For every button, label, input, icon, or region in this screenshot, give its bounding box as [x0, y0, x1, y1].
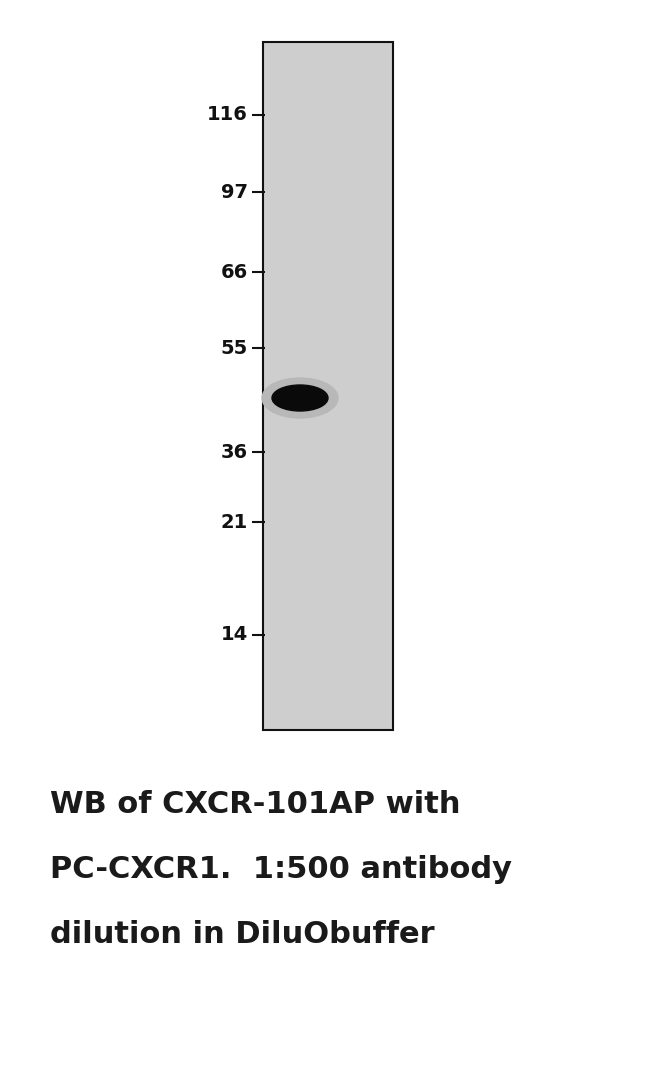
Ellipse shape — [262, 378, 338, 418]
Text: WB of CXCR-101AP with: WB of CXCR-101AP with — [50, 790, 460, 819]
Ellipse shape — [272, 384, 328, 411]
Text: 116: 116 — [207, 106, 248, 124]
Text: PC-CXCR1.  1:500 antibody: PC-CXCR1. 1:500 antibody — [50, 855, 512, 884]
Text: 66: 66 — [221, 262, 248, 282]
Text: 14: 14 — [221, 625, 248, 645]
Text: dilution in DiluObuffer: dilution in DiluObuffer — [50, 920, 435, 949]
Text: 21: 21 — [221, 513, 248, 531]
Text: 55: 55 — [221, 338, 248, 358]
Bar — [263, 42, 393, 730]
Text: 97: 97 — [221, 182, 248, 201]
Text: 36: 36 — [221, 442, 248, 462]
